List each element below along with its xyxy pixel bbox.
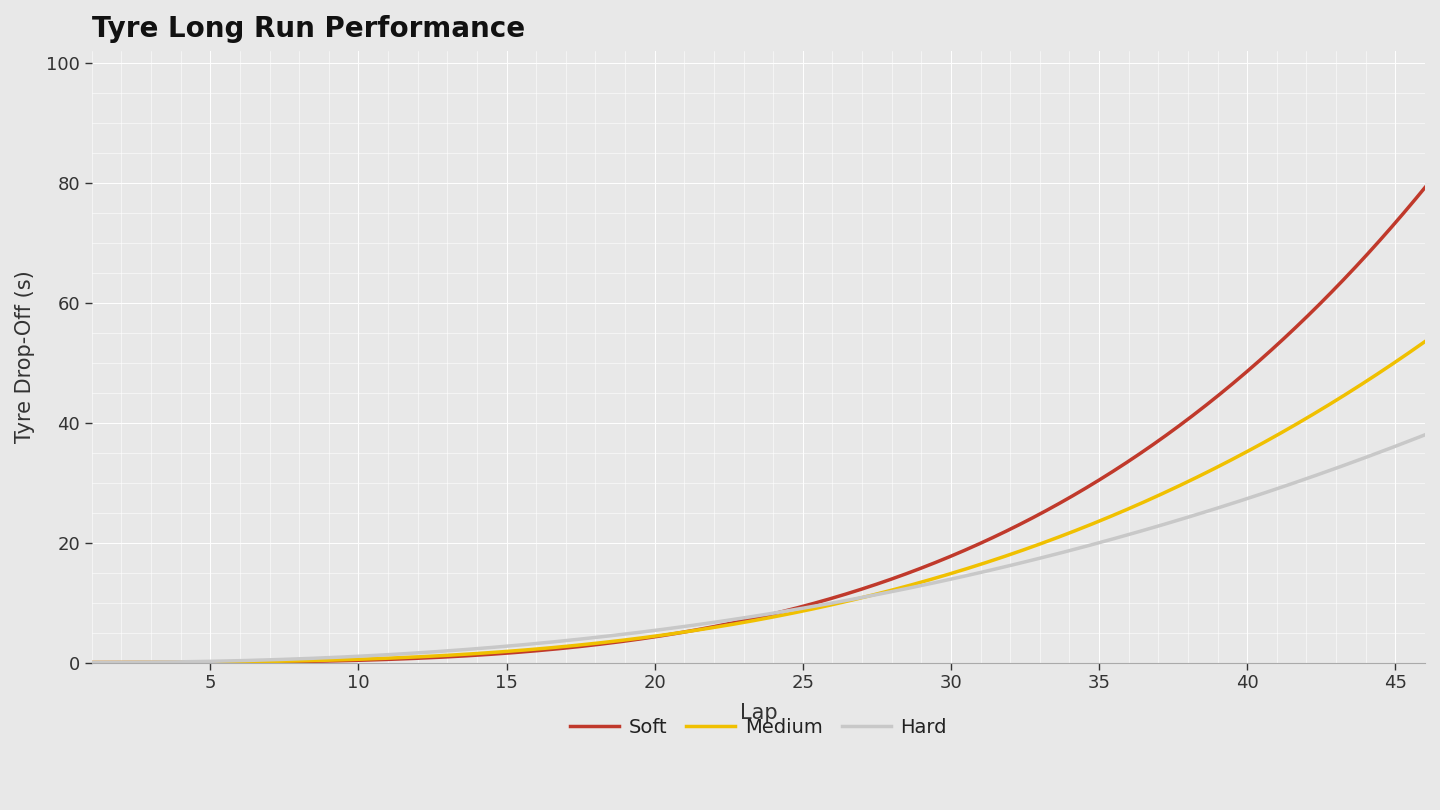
Text: Tyre Long Run Performance: Tyre Long Run Performance — [92, 15, 526, 43]
Soft — [84, 658, 101, 667]
Hard — [1417, 430, 1434, 440]
Soft — [622, 635, 639, 645]
Hard — [1146, 522, 1164, 531]
Medium — [999, 551, 1017, 561]
X-axis label: Lap: Lap — [740, 703, 778, 723]
Line: Medium: Medium — [92, 342, 1426, 663]
Hard — [999, 561, 1017, 571]
Line: Hard: Hard — [92, 435, 1426, 663]
Hard — [84, 658, 101, 667]
Soft — [1146, 438, 1164, 448]
Medium — [671, 628, 688, 637]
Hard — [671, 622, 688, 632]
Y-axis label: Tyre Drop-Off (s): Tyre Drop-Off (s) — [14, 271, 35, 443]
Line: Soft: Soft — [92, 187, 1426, 663]
Medium — [1123, 503, 1140, 513]
Hard — [622, 629, 639, 638]
Hard — [219, 656, 236, 666]
Medium — [1146, 492, 1164, 501]
Soft — [1123, 454, 1140, 464]
Medium — [1417, 337, 1434, 347]
Medium — [84, 658, 101, 667]
Medium — [219, 657, 236, 667]
Medium — [622, 634, 639, 644]
Hard — [1123, 529, 1140, 539]
Soft — [671, 628, 688, 637]
Legend: Soft, Medium, Hard: Soft, Medium, Hard — [562, 710, 955, 744]
Soft — [999, 526, 1017, 535]
Soft — [1417, 182, 1434, 192]
Soft — [219, 658, 236, 667]
